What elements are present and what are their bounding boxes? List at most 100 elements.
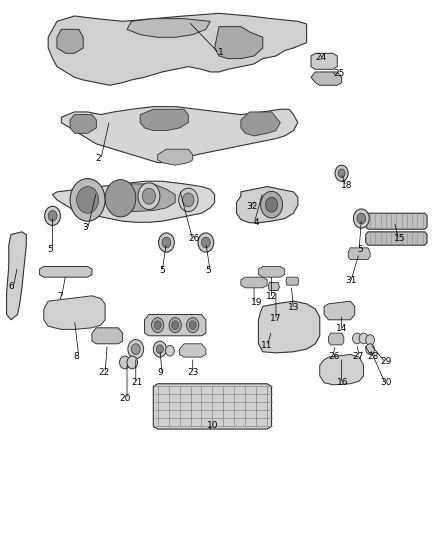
Circle shape (131, 344, 140, 354)
Polygon shape (328, 333, 344, 345)
Circle shape (70, 179, 105, 221)
Text: 21: 21 (131, 378, 142, 387)
Circle shape (335, 165, 348, 181)
Text: 25: 25 (334, 69, 345, 78)
Polygon shape (7, 232, 26, 320)
Polygon shape (237, 187, 298, 223)
Polygon shape (61, 107, 298, 163)
Polygon shape (258, 301, 320, 353)
Circle shape (359, 333, 368, 344)
Polygon shape (44, 296, 105, 329)
Text: 9: 9 (157, 368, 163, 376)
Polygon shape (241, 277, 267, 288)
Polygon shape (268, 282, 279, 290)
Polygon shape (311, 72, 342, 85)
Text: 30: 30 (381, 378, 392, 387)
Polygon shape (153, 384, 272, 429)
Polygon shape (215, 27, 263, 59)
Text: 20: 20 (119, 394, 131, 403)
Text: 3: 3 (82, 223, 88, 232)
Text: 12: 12 (266, 293, 277, 301)
Circle shape (353, 209, 369, 228)
Text: 14: 14 (336, 325, 347, 333)
Text: 11: 11 (261, 341, 273, 350)
Text: 27: 27 (353, 352, 364, 360)
Polygon shape (241, 112, 280, 136)
Text: 32: 32 (246, 203, 258, 211)
Text: 17: 17 (270, 314, 282, 323)
Circle shape (353, 333, 361, 344)
Text: 5: 5 (159, 266, 165, 274)
Text: 6: 6 (8, 282, 14, 291)
Polygon shape (286, 277, 299, 285)
Text: 31: 31 (346, 277, 357, 285)
Polygon shape (158, 149, 193, 165)
Polygon shape (39, 266, 92, 277)
Circle shape (366, 344, 374, 354)
Circle shape (156, 345, 163, 353)
Text: 26: 26 (188, 235, 199, 243)
Circle shape (183, 193, 194, 207)
Polygon shape (311, 53, 337, 69)
Polygon shape (57, 29, 83, 53)
Circle shape (366, 335, 374, 345)
Polygon shape (366, 232, 427, 245)
Text: 18: 18 (341, 181, 353, 190)
Circle shape (166, 345, 174, 356)
Circle shape (127, 356, 138, 369)
Text: 2: 2 (96, 155, 101, 163)
Text: 7: 7 (57, 293, 64, 301)
Text: 22: 22 (99, 368, 110, 376)
Circle shape (128, 340, 144, 359)
Text: 5: 5 (205, 266, 211, 274)
Circle shape (338, 169, 345, 177)
Text: 10: 10 (207, 421, 218, 430)
Text: 23: 23 (187, 368, 198, 376)
Polygon shape (348, 248, 370, 260)
Text: 4: 4 (254, 218, 259, 227)
Text: 5: 5 (47, 245, 53, 254)
Circle shape (265, 197, 278, 212)
Polygon shape (180, 344, 206, 357)
Polygon shape (366, 213, 427, 229)
Text: 16: 16 (337, 378, 348, 387)
Circle shape (198, 233, 214, 252)
Circle shape (159, 233, 174, 252)
Circle shape (153, 341, 166, 357)
Circle shape (179, 188, 198, 212)
Circle shape (357, 213, 366, 224)
Circle shape (154, 321, 161, 329)
Polygon shape (53, 181, 215, 222)
Text: 5: 5 (357, 245, 363, 254)
Polygon shape (92, 328, 123, 344)
Polygon shape (145, 314, 206, 336)
Text: 1: 1 (218, 48, 224, 56)
Circle shape (105, 180, 136, 217)
Circle shape (201, 237, 210, 248)
Text: 8: 8 (74, 352, 80, 360)
Text: 26: 26 (328, 352, 339, 360)
Circle shape (162, 237, 171, 248)
Polygon shape (140, 109, 188, 131)
Polygon shape (245, 195, 267, 208)
Circle shape (48, 211, 57, 221)
Circle shape (189, 321, 196, 329)
Text: 15: 15 (394, 234, 405, 243)
Text: 19: 19 (251, 298, 262, 306)
Text: 13: 13 (288, 303, 299, 312)
Circle shape (120, 356, 130, 369)
Circle shape (187, 318, 199, 333)
Circle shape (152, 318, 164, 333)
Polygon shape (258, 266, 285, 277)
Text: 28: 28 (367, 352, 379, 360)
Polygon shape (324, 301, 355, 320)
Circle shape (77, 187, 99, 213)
Circle shape (142, 188, 155, 204)
Circle shape (138, 183, 160, 209)
Text: 29: 29 (381, 357, 392, 366)
Polygon shape (320, 354, 364, 385)
Circle shape (169, 318, 181, 333)
Polygon shape (48, 13, 307, 85)
Text: 24: 24 (315, 53, 326, 62)
Polygon shape (70, 115, 96, 133)
